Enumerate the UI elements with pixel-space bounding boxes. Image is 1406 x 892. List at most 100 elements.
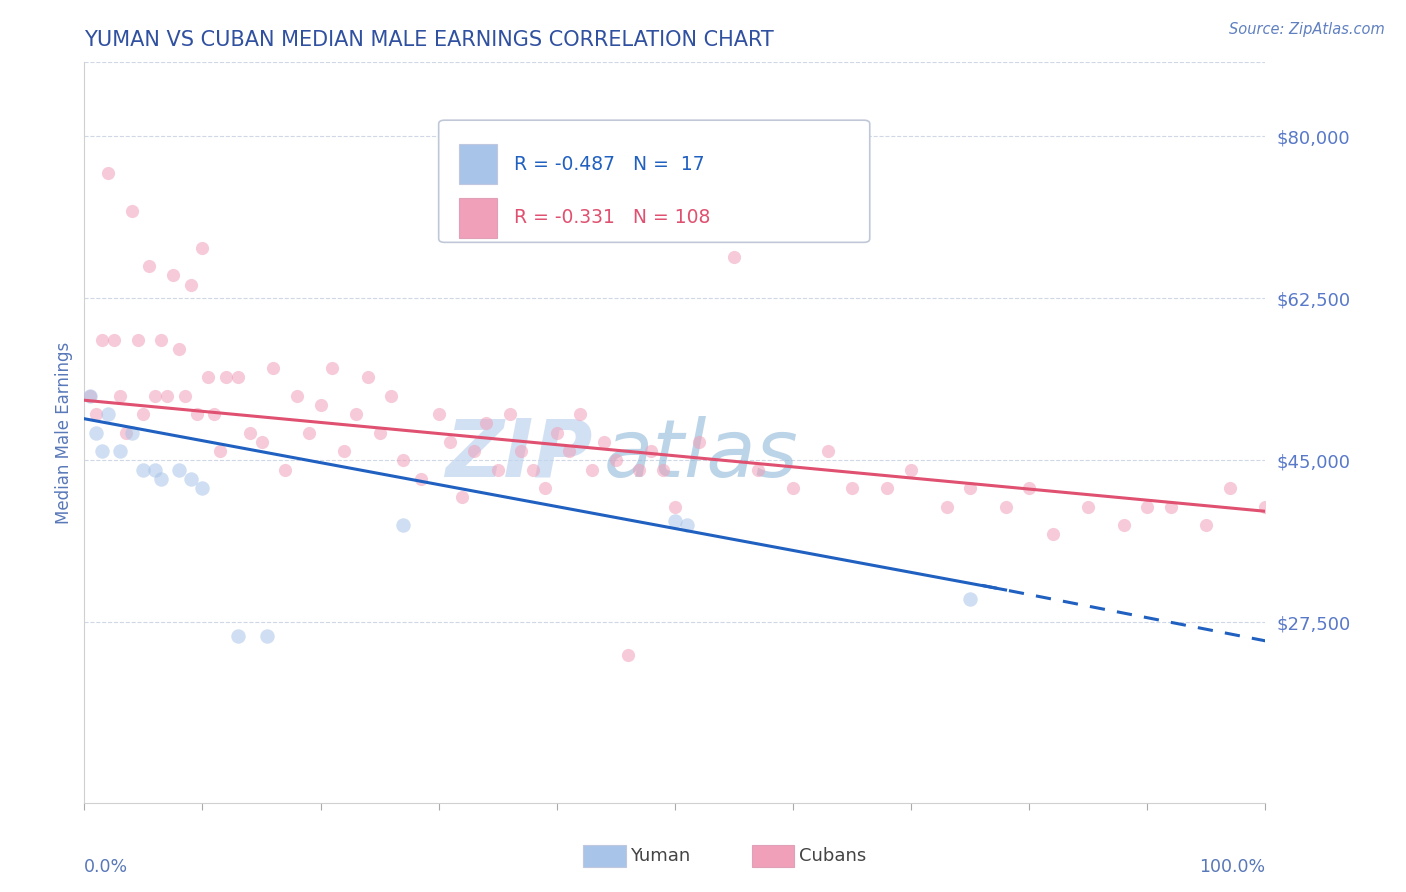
Point: [652, 462, 675, 476]
Point: [191, 481, 214, 495]
Point: [486, 462, 509, 476]
Point: [616, 648, 638, 662]
Point: [1219, 481, 1241, 495]
Point: [162, 268, 184, 283]
Text: Yuman: Yuman: [630, 847, 690, 865]
Y-axis label: Median Male Earnings: Median Male Earnings: [55, 342, 73, 524]
Point: [79, 389, 101, 403]
Text: atlas: atlas: [605, 416, 799, 494]
Point: [475, 417, 498, 431]
Point: [876, 481, 898, 495]
Point: [121, 203, 143, 218]
Point: [605, 453, 627, 467]
Point: [994, 500, 1017, 514]
Point: [557, 444, 579, 458]
Point: [250, 434, 273, 449]
Point: [463, 444, 485, 458]
Point: [108, 389, 131, 403]
Point: [84, 407, 107, 421]
Point: [298, 425, 321, 440]
Point: [132, 462, 155, 476]
FancyBboxPatch shape: [439, 120, 870, 243]
Point: [522, 462, 544, 476]
Point: [333, 444, 356, 458]
Point: [274, 462, 297, 476]
Text: 100.0%: 100.0%: [1199, 858, 1265, 876]
Point: [664, 500, 686, 514]
Point: [1254, 500, 1277, 514]
Text: 0.0%: 0.0%: [84, 858, 128, 876]
FancyBboxPatch shape: [458, 144, 496, 185]
Point: [114, 425, 136, 440]
Point: [180, 277, 202, 292]
Point: [150, 472, 173, 486]
Point: [209, 444, 232, 458]
Point: [79, 389, 101, 403]
Point: [392, 453, 415, 467]
Text: ZIP: ZIP: [444, 416, 592, 494]
Point: [186, 407, 208, 421]
Point: [935, 500, 957, 514]
Point: [108, 444, 131, 458]
Point: [392, 518, 415, 533]
Point: [239, 425, 262, 440]
Point: [1042, 527, 1064, 541]
Point: [1195, 518, 1218, 533]
Point: [1112, 518, 1135, 533]
Point: [191, 240, 214, 254]
Point: [202, 407, 225, 421]
Point: [226, 629, 249, 643]
Point: [959, 481, 981, 495]
Point: [97, 407, 120, 421]
Point: [262, 360, 284, 375]
Point: [841, 481, 863, 495]
Point: [1136, 500, 1159, 514]
Point: [817, 444, 839, 458]
Point: [451, 491, 474, 505]
Point: [84, 425, 107, 440]
Point: [138, 259, 160, 273]
Point: [91, 333, 114, 347]
Text: R = -0.487   N =  17: R = -0.487 N = 17: [515, 154, 704, 174]
Point: [150, 333, 173, 347]
FancyBboxPatch shape: [458, 198, 496, 238]
Point: [344, 407, 367, 421]
Point: [510, 444, 533, 458]
Point: [640, 444, 662, 458]
Point: [593, 434, 616, 449]
Point: [309, 398, 332, 412]
Point: [103, 333, 125, 347]
Text: R = -0.331   N = 108: R = -0.331 N = 108: [515, 209, 710, 227]
Point: [167, 343, 190, 357]
Point: [723, 250, 745, 264]
Point: [380, 389, 402, 403]
Point: [256, 629, 278, 643]
Point: [368, 425, 391, 440]
Point: [581, 462, 603, 476]
Point: [91, 444, 114, 458]
Text: YUMAN VS CUBAN MEDIAN MALE EARNINGS CORRELATION CHART: YUMAN VS CUBAN MEDIAN MALE EARNINGS CORR…: [84, 29, 775, 50]
Point: [628, 462, 651, 476]
Point: [132, 407, 155, 421]
Point: [498, 407, 520, 421]
Point: [439, 434, 461, 449]
Point: [782, 481, 804, 495]
Point: [121, 425, 143, 440]
Point: [900, 462, 922, 476]
Point: [197, 370, 219, 384]
Point: [1018, 481, 1040, 495]
Point: [747, 462, 769, 476]
Point: [427, 407, 450, 421]
Point: [143, 462, 166, 476]
Point: [173, 389, 195, 403]
Point: [226, 370, 249, 384]
Point: [285, 389, 308, 403]
Point: [321, 360, 343, 375]
Point: [1077, 500, 1099, 514]
Point: [215, 370, 238, 384]
Point: [569, 407, 592, 421]
Point: [97, 166, 120, 180]
Point: [156, 389, 179, 403]
Point: [534, 481, 557, 495]
Point: [664, 514, 686, 528]
